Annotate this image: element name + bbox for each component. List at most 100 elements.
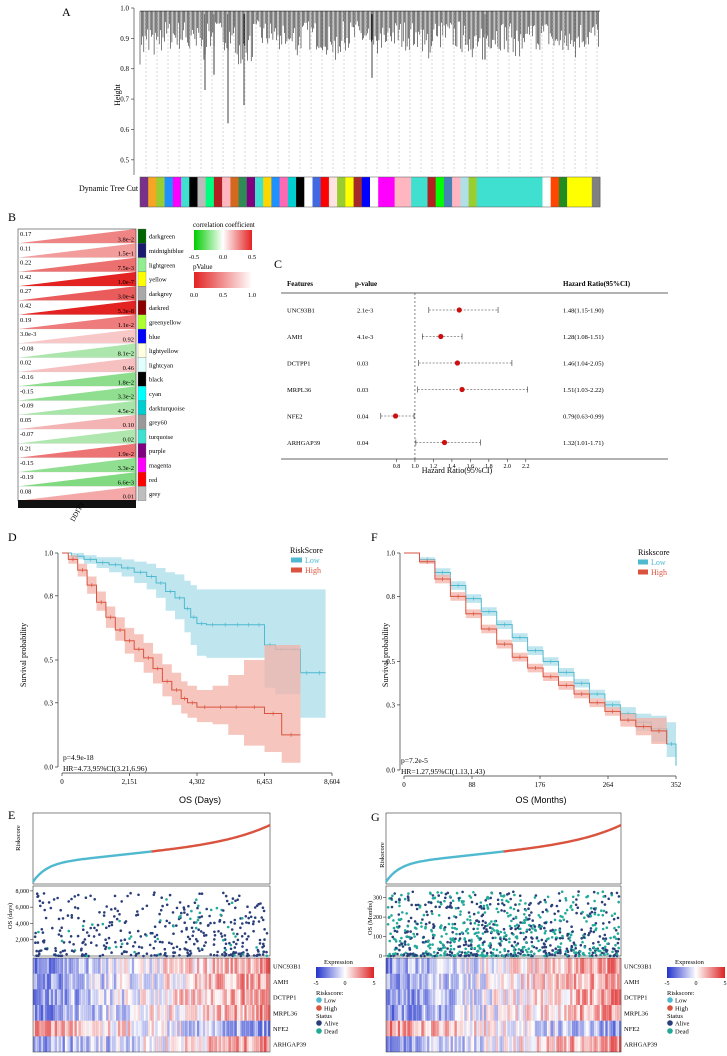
g-status-point xyxy=(469,919,472,922)
g-expression-cell xyxy=(513,1020,516,1037)
g-status-point xyxy=(601,927,605,931)
g-expression-cell xyxy=(556,1005,559,1021)
g-expression-cell xyxy=(431,1005,434,1021)
e-status-point xyxy=(200,892,204,895)
e-expression-cell xyxy=(40,973,44,990)
g-expression-cell xyxy=(409,1020,412,1037)
e-expression-cell xyxy=(262,1005,265,1021)
e-status-point xyxy=(197,928,200,931)
e-status-point xyxy=(233,922,236,925)
g-status-point xyxy=(577,890,580,893)
e-expression-cell xyxy=(33,973,36,990)
e-expression-cell xyxy=(256,989,259,1005)
e-expression-cell xyxy=(260,1036,263,1052)
e-status-point xyxy=(65,953,68,956)
g-expression-cell xyxy=(572,1020,575,1037)
e-expression-cell xyxy=(117,958,121,974)
e-expression-cell xyxy=(133,1036,136,1052)
e-expression-cell xyxy=(64,1020,67,1037)
g-status-point xyxy=(529,950,533,954)
b-module-swatch xyxy=(137,443,147,458)
g-expression-cell xyxy=(425,973,428,990)
g-status-point xyxy=(457,897,461,900)
g-risk-frame xyxy=(385,812,622,885)
b-module-swatch xyxy=(137,257,147,273)
g-status-point xyxy=(420,925,423,928)
e-status-point xyxy=(163,953,166,957)
a-module-color xyxy=(460,177,469,207)
g-expression-cell xyxy=(599,973,602,990)
g-status-point xyxy=(482,949,486,953)
e-expression-cell xyxy=(145,958,148,974)
e-expression-cell xyxy=(264,1005,267,1021)
c-hr-label: 1.46(1.04-2.05) xyxy=(563,361,604,368)
g-expression-cell xyxy=(546,1005,549,1021)
g-expression-cell xyxy=(435,1020,438,1037)
g-expression-cell xyxy=(507,973,510,990)
g-expression-cell xyxy=(603,973,606,990)
e-legend-risk-low: Low xyxy=(324,998,336,1005)
g-expression-cell xyxy=(523,1036,526,1052)
e-expression-cell xyxy=(78,989,81,1005)
e-expression-cell xyxy=(163,1005,166,1021)
e-status-point xyxy=(232,940,235,944)
g-expression-cell xyxy=(487,1020,491,1037)
e-expression-cell xyxy=(189,958,192,974)
g-status-point xyxy=(453,940,456,944)
g-expression-cell xyxy=(437,958,439,974)
e-status-point xyxy=(142,954,145,958)
a-module-color xyxy=(550,177,560,207)
g-expression-cell xyxy=(568,1036,571,1052)
g-expression-cell xyxy=(450,1036,453,1052)
g-status-point xyxy=(554,951,558,954)
g-status-point xyxy=(392,952,395,956)
e-expression-cell xyxy=(37,1036,40,1052)
g-status-point xyxy=(446,940,449,944)
g-status-point xyxy=(433,933,436,937)
e-expression-cell xyxy=(250,989,253,1005)
e-expression-cell xyxy=(185,1005,188,1021)
g-status-point xyxy=(602,937,605,940)
e-status-point xyxy=(70,914,74,917)
a-module-color xyxy=(189,177,198,207)
g-expression-cell xyxy=(574,973,577,990)
e-expression-cell xyxy=(50,1005,54,1021)
g-expression-cell xyxy=(433,973,436,990)
g-status-point xyxy=(394,900,398,904)
a-module-color xyxy=(509,177,519,207)
g-expression-cell xyxy=(452,1036,455,1052)
f-legend-low: Low xyxy=(651,558,666,567)
e-expression-cell xyxy=(40,1036,44,1052)
g-status-point xyxy=(541,946,544,949)
g-expression-cell xyxy=(568,973,571,990)
g-expression-cell xyxy=(574,958,577,974)
g-expression-cell xyxy=(579,1036,583,1052)
e-expression-cell xyxy=(238,1020,241,1037)
a-ytick-label: 0.7 xyxy=(120,96,129,104)
g-expression-cell xyxy=(415,1020,418,1037)
g-expression-cell xyxy=(593,973,596,990)
g-status-point xyxy=(426,952,430,956)
g-expression-cell xyxy=(497,958,500,974)
g-expression-cell xyxy=(529,989,532,1005)
e-gene-label: MRPL36 xyxy=(273,1010,298,1017)
g-expression-cell xyxy=(599,989,602,1005)
g-status-point xyxy=(549,929,552,933)
e-legend-risk-high-dot xyxy=(316,1005,322,1011)
e-expression-cell xyxy=(232,958,235,974)
e-expression-cell xyxy=(169,1036,172,1052)
e-expression-cell xyxy=(242,958,245,974)
g-status-point xyxy=(439,902,443,906)
g-expression-cell xyxy=(494,958,496,974)
g-expression-cell xyxy=(507,1005,510,1021)
e-status-point xyxy=(136,910,139,913)
e-expression-cell xyxy=(64,958,67,974)
e-expression-cell xyxy=(187,1020,190,1037)
e-status-point xyxy=(184,940,188,944)
g-status-point xyxy=(556,951,560,955)
g-status-point xyxy=(500,909,503,912)
e-expression-cell xyxy=(218,1036,221,1052)
g-expression-cell xyxy=(593,1020,596,1037)
g-expression-cell xyxy=(454,958,457,974)
g-expression-cell xyxy=(550,958,553,974)
